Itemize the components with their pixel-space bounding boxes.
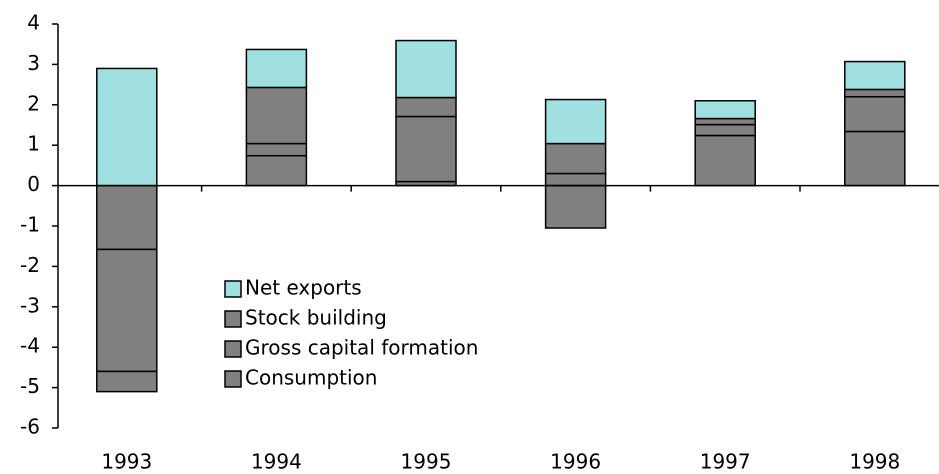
y-tick-label: 1 — [27, 132, 40, 156]
legend-swatch — [224, 310, 242, 328]
bar-segment — [844, 88, 906, 98]
bar-segment — [694, 123, 756, 137]
legend-label: Consumption — [245, 366, 377, 390]
bar-segment — [245, 86, 308, 145]
bar-segment — [395, 96, 457, 118]
legend-label: Gross capital formation — [245, 336, 478, 360]
bar-segment — [96, 67, 158, 187]
y-tick-label: -6 — [20, 415, 40, 439]
bar-segment — [395, 39, 457, 99]
x-tick-label: 1996 — [550, 450, 601, 474]
legend-swatch — [224, 340, 242, 358]
legend-label: Stock building — [245, 306, 387, 330]
y-tick-label: -1 — [20, 213, 40, 237]
y-tick-label: -2 — [20, 253, 40, 277]
bar-segment — [96, 248, 158, 373]
bar-segment — [544, 172, 607, 187]
bar-segment — [694, 100, 756, 120]
legend-label: Net exports — [245, 276, 362, 300]
legend-swatch — [224, 280, 242, 298]
y-tick-label: 3 — [27, 51, 40, 75]
legend-swatch — [224, 370, 242, 388]
y-tick-label: -3 — [20, 293, 40, 317]
y-tick-label: 2 — [27, 91, 40, 115]
x-tick-label: 1993 — [101, 450, 152, 474]
y-tick-label: -4 — [20, 334, 40, 358]
x-tick-label: 1997 — [700, 450, 751, 474]
bar-segment — [544, 184, 607, 229]
bar-segment — [96, 370, 158, 393]
bar-segment — [844, 95, 906, 133]
bar-segment — [245, 154, 308, 187]
x-tick-label: 1998 — [849, 450, 900, 474]
bar-segment — [844, 130, 906, 187]
bar-segment — [245, 48, 308, 89]
bar-segment — [544, 142, 607, 175]
bar-segment — [245, 142, 308, 157]
y-tick-label: 4 — [27, 11, 40, 35]
bar-segment — [694, 117, 756, 126]
bar-segment — [544, 98, 607, 145]
bar-segment — [395, 115, 457, 183]
x-tick-label: 1994 — [251, 450, 302, 474]
x-tick-label: 1995 — [401, 450, 452, 474]
y-tick-label: 0 — [27, 172, 40, 196]
y-tick-label: -5 — [20, 374, 40, 398]
bar-segment — [694, 134, 756, 187]
bar-segment — [844, 60, 906, 91]
bar-segment — [96, 184, 158, 251]
